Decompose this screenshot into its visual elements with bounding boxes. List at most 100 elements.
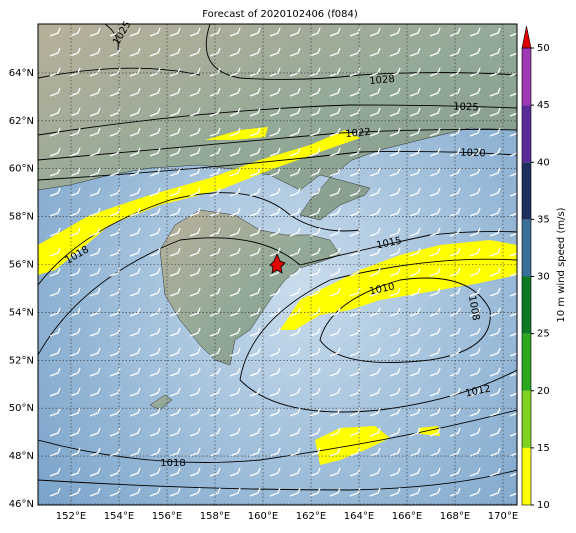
wind-barb [369, 407, 381, 417]
wind-barb [189, 407, 201, 417]
wind-barb [289, 427, 301, 437]
wind-barb [509, 272, 517, 277]
wind-barb [489, 107, 501, 117]
wind-barb [429, 347, 441, 357]
wind-barb [289, 207, 301, 217]
wind-barb [349, 347, 361, 357]
wind-barb [149, 27, 161, 37]
wind-barb [349, 287, 361, 297]
wind-barb [389, 127, 401, 137]
wind-barb [269, 287, 281, 297]
colorbar-tick-label: 10 [537, 500, 550, 511]
wind-barb [149, 287, 161, 297]
wind-barb [349, 447, 361, 457]
wind-barb [469, 27, 481, 37]
location-star [269, 252, 286, 274]
wind-barb [49, 127, 61, 137]
wind-barb [189, 267, 201, 277]
wind-barb [409, 107, 421, 117]
wind-barb [249, 447, 261, 457]
wind-barb [89, 367, 101, 377]
wind-barb [129, 167, 141, 177]
wind-barb [209, 467, 221, 477]
wind-barb [269, 247, 281, 257]
wind-barb [49, 427, 61, 437]
colorbar-tick-label: 15 [537, 443, 550, 454]
wind-barb [89, 167, 101, 177]
wind-barb [429, 387, 441, 397]
colorbar-tick-label: 40 [537, 157, 550, 168]
wind-barb [269, 167, 281, 177]
wind-barb [249, 287, 261, 297]
wind-barb [249, 27, 261, 37]
wind-barb [269, 367, 281, 377]
wind-barb [429, 267, 441, 277]
wind-barb [89, 387, 101, 397]
wind-barb [229, 147, 241, 157]
lat-tick-label: 46°N [9, 499, 34, 510]
wind-barb [249, 247, 261, 257]
wind-barb [469, 87, 481, 97]
wind-barb [69, 367, 81, 377]
wind-barb [429, 407, 441, 417]
wind-barb [349, 127, 361, 137]
wind-barb [429, 447, 441, 457]
colorbar-segment [522, 276, 531, 334]
wind-barb [469, 327, 481, 337]
wind-barb [89, 127, 101, 137]
wind-barb [329, 227, 341, 237]
wind-barb [129, 147, 141, 157]
wind-barb [409, 327, 421, 337]
wind-barb [169, 467, 181, 477]
wind-barb [49, 247, 61, 257]
wind-barb [289, 367, 301, 377]
wind-barb [469, 247, 481, 257]
wind-barb [489, 447, 501, 457]
wind-barb [409, 387, 421, 397]
wind-barb [189, 227, 201, 237]
isobar-label: 1022 [345, 127, 371, 140]
wind-barb [329, 367, 341, 377]
wind-barb [409, 407, 421, 417]
wind-barb [389, 487, 401, 497]
wind-barb [349, 87, 361, 97]
wind-barb [69, 207, 81, 217]
wind-barb [509, 92, 517, 97]
wind-barb [69, 87, 81, 97]
wind-barb [289, 187, 301, 197]
wind-barb [289, 387, 301, 397]
wind-barb [209, 87, 221, 97]
colorbar-segment [522, 390, 531, 448]
wind-barb [449, 107, 461, 117]
wind-barb [469, 127, 481, 137]
wind-barb [309, 307, 321, 317]
wind-barb [89, 207, 101, 217]
lon-tick-label: 168°E [440, 511, 470, 522]
wind-barb [429, 207, 441, 217]
wind-barb [449, 87, 461, 97]
wind-barb [169, 347, 181, 357]
wind-barb [409, 27, 421, 37]
wind-barb [109, 47, 121, 57]
wind-barb [489, 427, 501, 437]
wind-barb [189, 287, 201, 297]
wind-barb [509, 432, 517, 437]
wind-barb [189, 127, 201, 137]
wind-barb [309, 487, 321, 497]
wind-barb [449, 427, 461, 437]
wind-barb [109, 107, 121, 117]
wind-barb [409, 227, 421, 237]
wind-barb [129, 227, 141, 237]
wind-barb [269, 307, 281, 317]
wind-barb [49, 47, 61, 57]
wind-barb [389, 167, 401, 177]
wind-barb [229, 367, 241, 377]
wind-barb [149, 327, 161, 337]
wind-barb [289, 307, 301, 317]
wind-barb [489, 167, 501, 177]
wind-barb [109, 307, 121, 317]
wind-barb [129, 107, 141, 117]
wind-barb [369, 207, 381, 217]
wind-barb [89, 327, 101, 337]
wind-barb [189, 487, 201, 497]
